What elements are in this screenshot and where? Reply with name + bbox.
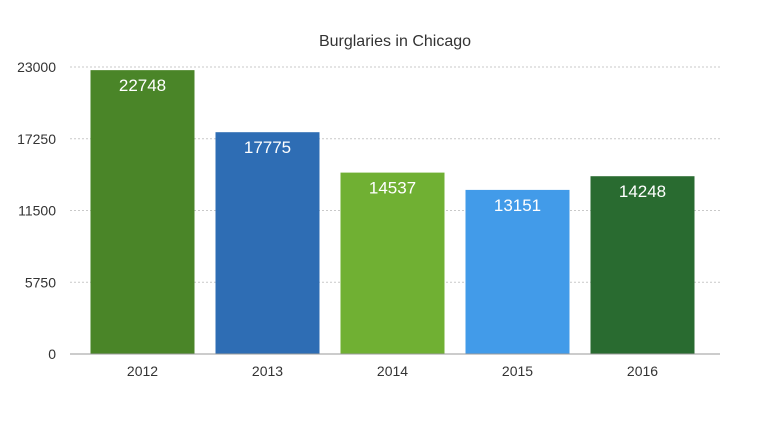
data-label: 13151 (494, 196, 541, 215)
y-tick-label: 17250 (17, 131, 56, 147)
y-tick-label: 5750 (25, 274, 56, 290)
y-axis-ticks: 0 5750 11500 17250 23000 (17, 59, 56, 362)
bar (465, 189, 570, 354)
x-tick-label: 2015 (502, 363, 533, 379)
y-tick-label: 11500 (18, 203, 56, 219)
bar (340, 172, 445, 354)
chart-title: Burglaries in Chicago (319, 33, 471, 50)
data-label: 22748 (119, 76, 166, 95)
x-tick-label: 2016 (627, 363, 658, 379)
x-tick-label: 2013 (252, 363, 283, 379)
data-labels: 22748 17775 14537 13151 14248 (119, 76, 666, 215)
bars (90, 70, 695, 354)
bar (590, 176, 695, 354)
x-tick-label: 2014 (377, 363, 408, 379)
data-label: 17775 (244, 138, 291, 157)
y-tick-label: 0 (48, 346, 56, 362)
data-label: 14537 (369, 179, 416, 198)
x-axis-ticks: 2012 2013 2014 2015 2016 (127, 363, 658, 379)
bar (215, 132, 320, 354)
x-tick-label: 2012 (127, 363, 158, 379)
bar (90, 70, 195, 354)
y-tick-label: 23000 (17, 59, 56, 75)
data-label: 14248 (619, 182, 666, 201)
